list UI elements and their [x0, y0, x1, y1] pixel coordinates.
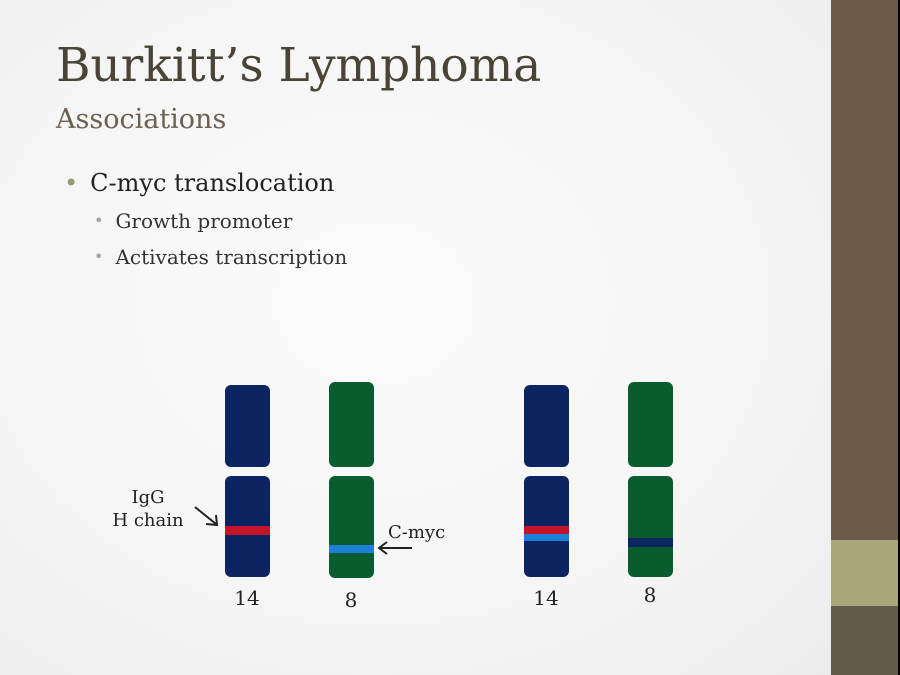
bullet-dot-icon: •	[64, 169, 79, 197]
sub-bullet-text: Growth promoter	[115, 209, 293, 233]
der-chromosome-14-p-arm	[524, 385, 569, 467]
slide: Burkitt’s Lymphoma Associations • C-myc t…	[0, 0, 831, 675]
chromosome-8-p-arm	[329, 382, 374, 467]
igg-band	[524, 526, 569, 534]
chromosome-8-q-arm	[329, 476, 374, 578]
arrow-icon	[194, 506, 219, 527]
theme-sidebar-bottom	[831, 606, 898, 675]
bullet-dot-icon: •	[94, 247, 104, 266]
chromosome-label: 8	[643, 583, 657, 607]
chromosome-label: 14	[533, 586, 559, 610]
sub-bullet-text: Activates transcription	[115, 245, 348, 269]
bullet-text: C-myc translocation	[90, 169, 335, 197]
chromosome-14-q-arm	[225, 476, 270, 577]
theme-sidebar-accent	[831, 540, 898, 606]
bullet: • C-myc translocation	[64, 169, 334, 197]
bullet-dot-icon: •	[94, 211, 104, 230]
cmyc-label: C-myc	[388, 522, 446, 543]
slide-title: Burkitt’s Lymphoma	[56, 38, 542, 93]
cmyc-band	[524, 534, 569, 541]
igg-label: IgG H chain	[112, 487, 184, 531]
igg-band	[225, 526, 270, 535]
der-chromosome-8-q-arm	[628, 476, 673, 577]
chromosome-label: 14	[234, 586, 260, 610]
der-chromosome-8-p-arm	[628, 382, 673, 467]
slide-subtitle: Associations	[56, 104, 227, 135]
arrow-icon	[377, 541, 412, 555]
sub-bullet: • Growth promoter	[94, 209, 292, 233]
chromosome-label: 8	[344, 588, 358, 612]
cmyc-band	[329, 545, 374, 553]
translocated-band	[628, 538, 673, 547]
chromosome-14-p-arm	[225, 385, 270, 467]
der-chromosome-14-q-arm	[524, 476, 569, 577]
sub-bullet: • Activates transcription	[94, 245, 347, 269]
